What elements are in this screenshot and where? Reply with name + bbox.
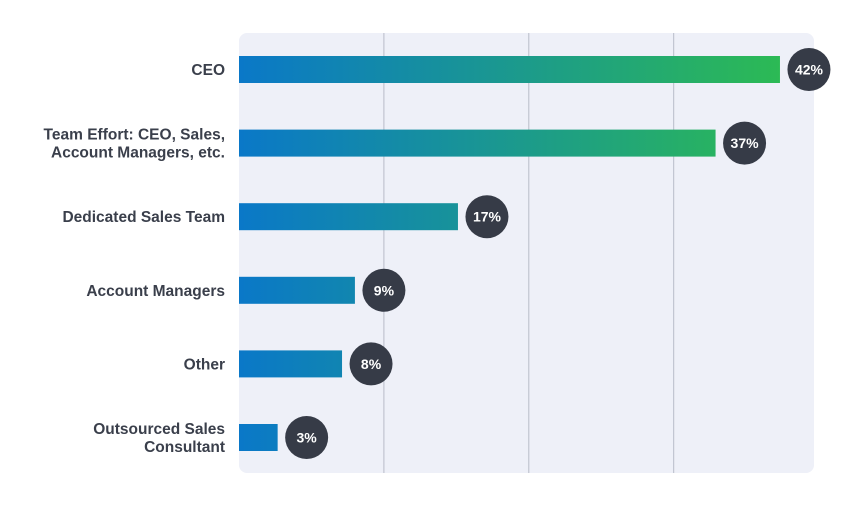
bar (239, 129, 716, 157)
value-label: 37% (731, 135, 760, 151)
bar (239, 424, 278, 451)
bar (239, 203, 458, 231)
value-label: 17% (473, 209, 502, 225)
value-label: 42% (795, 62, 824, 78)
value-label: 8% (361, 356, 382, 372)
value-badge (465, 195, 509, 239)
bar (239, 56, 780, 83)
value-badge (362, 268, 406, 312)
category-label: Other (184, 356, 225, 373)
plot-background (239, 33, 814, 473)
bars (239, 56, 780, 451)
category-labels: CEO Team Effort: CEO, Sales, Account Manag… (44, 62, 225, 456)
value-label: 9% (374, 282, 395, 298)
category-label: Account Managers (86, 283, 225, 300)
value-badges: 42% 37% 17% 9% 8% 3% (285, 48, 831, 459)
value-badge (723, 121, 767, 165)
bar (239, 276, 355, 304)
value-badge (787, 48, 831, 91)
category-label: Outsourced Sales Consultant (93, 421, 225, 456)
gridlines (383, 33, 675, 473)
category-label: CEO (191, 62, 225, 79)
value-label: 3% (297, 430, 318, 446)
bar (239, 350, 343, 378)
category-label: Team Effort: CEO, Sales, Account Managers… (44, 127, 225, 162)
value-badge (349, 342, 393, 386)
category-label: Dedicated Sales Team (62, 209, 225, 226)
value-badge (285, 416, 329, 459)
